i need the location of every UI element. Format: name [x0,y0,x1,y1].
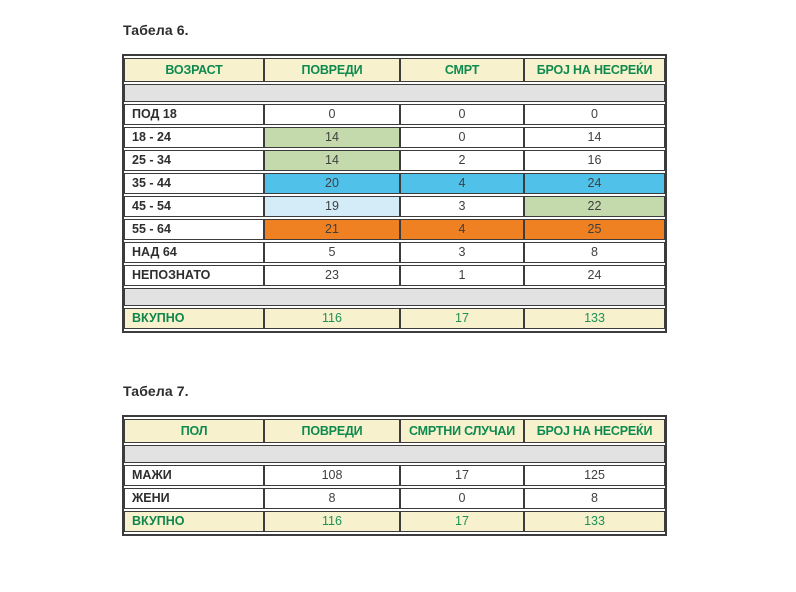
cell-value: 2 [400,150,524,171]
cell-value: 22 [524,196,665,217]
table6-total-row: ВКУПНО 116 17 133 [124,308,665,329]
table7: ПОЛ ПОВРЕДИ СМРТНИ СЛУЧАИ БРОЈ НА НЕСРЕЌ… [122,415,667,536]
cell-value: 0 [524,104,665,125]
table-row: 55 - 64 21 4 25 [124,219,665,240]
row-label: 45 - 54 [124,196,264,217]
total-value: 133 [524,308,665,329]
cell-value: 1 [400,265,524,286]
cell-value: 21 [264,219,400,240]
table7-title: Табела 7. [123,383,189,399]
table-row: 25 - 34 14 2 16 [124,150,665,171]
cell-value: 3 [400,242,524,263]
row-label: НЕПОЗНАТО [124,265,264,286]
cell-value: 3 [400,196,524,217]
cell-value: 8 [264,488,400,509]
cell-value: 5 [264,242,400,263]
cell-value: 16 [524,150,665,171]
total-value: 17 [400,511,524,532]
cell-value: 0 [400,127,524,148]
total-value: 133 [524,511,665,532]
table-row: ПОД 18 0 0 0 [124,104,665,125]
row-label: 18 - 24 [124,127,264,148]
cell-value: 25 [524,219,665,240]
cell-value: 8 [524,242,665,263]
table7-header-row: ПОЛ ПОВРЕДИ СМРТНИ СЛУЧАИ БРОЈ НА НЕСРЕЌ… [124,419,665,443]
cell-value: 19 [264,196,400,217]
column-header: ПОЛ [124,419,264,443]
cell-value: 23 [264,265,400,286]
column-header: БРОЈ НА НЕСРЕЌИ [524,58,665,82]
table6: ВОЗРАСТ ПОВРЕДИ СМРТ БРОЈ НА НЕСРЕЌИ ПОД… [122,54,667,333]
cell-value: 8 [524,488,665,509]
spacer-row [124,445,665,463]
cell-value: 14 [264,150,400,171]
spacer-row [124,84,665,102]
table-row: 35 - 44 20 4 24 [124,173,665,194]
row-label: НАД 64 [124,242,264,263]
table-row: 45 - 54 19 3 22 [124,196,665,217]
table-row: 18 - 24 14 0 14 [124,127,665,148]
total-value: 116 [264,511,400,532]
table-row: НЕПОЗНАТО 23 1 24 [124,265,665,286]
table6-section: Табела 6. ВОЗРАСТ ПОВРЕДИ СМРТ БРОЈ НА Н… [122,22,667,333]
cell-value: 4 [400,219,524,240]
table-row: ЖЕНИ 8 0 8 [124,488,665,509]
column-header: СМРТНИ СЛУЧАИ [400,419,524,443]
table6-header-row: ВОЗРАСТ ПОВРЕДИ СМРТ БРОЈ НА НЕСРЕЌИ [124,58,665,82]
column-header: ПОВРЕДИ [264,58,400,82]
spacer-cell [124,84,665,102]
table-row: МАЖИ 108 17 125 [124,465,665,486]
page-content: Табела 6. ВОЗРАСТ ПОВРЕДИ СМРТ БРОЈ НА Н… [122,22,667,536]
total-label: ВКУПНО [124,511,264,532]
table7-section: Табела 7. ПОЛ ПОВРЕДИ СМРТНИ СЛУЧАИ БРОЈ… [122,383,667,536]
table-row: НАД 64 5 3 8 [124,242,665,263]
row-label: 35 - 44 [124,173,264,194]
cell-value: 14 [524,127,665,148]
column-header: БРОЈ НА НЕСРЕЌИ [524,419,665,443]
cell-value: 14 [264,127,400,148]
cell-value: 24 [524,173,665,194]
spacer-cell [124,288,665,306]
cell-value: 0 [264,104,400,125]
row-label: МАЖИ [124,465,264,486]
table7-total-row: ВКУПНО 116 17 133 [124,511,665,532]
cell-value: 4 [400,173,524,194]
row-label: 55 - 64 [124,219,264,240]
row-label: ПОД 18 [124,104,264,125]
total-value: 116 [264,308,400,329]
cell-value: 0 [400,104,524,125]
cell-value: 17 [400,465,524,486]
column-header: ПОВРЕДИ [264,419,400,443]
column-header: СМРТ [400,58,524,82]
table6-title: Табела 6. [123,22,189,38]
cell-value: 108 [264,465,400,486]
cell-value: 24 [524,265,665,286]
spacer-cell [124,445,665,463]
cell-value: 20 [264,173,400,194]
column-header: ВОЗРАСТ [124,58,264,82]
total-value: 17 [400,308,524,329]
spacer-row [124,288,665,306]
total-label: ВКУПНО [124,308,264,329]
cell-value: 125 [524,465,665,486]
row-label: ЖЕНИ [124,488,264,509]
cell-value: 0 [400,488,524,509]
row-label: 25 - 34 [124,150,264,171]
